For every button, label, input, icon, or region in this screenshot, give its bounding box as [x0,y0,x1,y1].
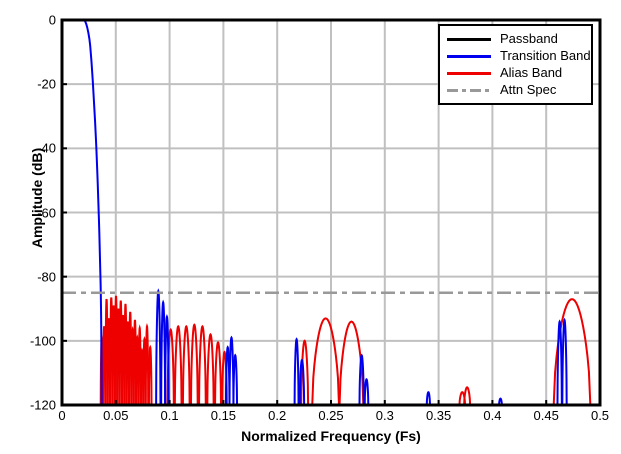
y-tick-label: -60 [37,205,56,220]
alias-band-lobe [173,324,183,406]
x-axis-label: Normalized Frequency (Fs) [241,428,421,444]
x-tick-label: 0.05 [103,408,129,423]
transition-band-lobe [556,319,563,406]
alias-band-lobe [311,317,341,406]
legend-swatch-passband [445,33,493,45]
x-tick-label: 0.2 [268,408,287,423]
transition-band-lobe [155,288,162,406]
alias-band-lobe [206,332,215,406]
axis-ticks [61,19,601,406]
transition-band-lobe [298,358,306,406]
transition-band-lobe [160,299,167,406]
transition-band-lobe [232,353,239,406]
alias-band-lobe [198,324,207,406]
transition-band-lobe [425,391,431,406]
transition-band-lobe [358,353,365,406]
legend-label-alias-band: Alias Band [500,65,563,80]
x-tick-label: 0.5 [590,408,610,423]
alias-band-lobe [214,340,222,406]
x-tick-label: 0.4 [483,408,502,423]
transition-band-rolloff [83,19,103,406]
alias-band-lobe [463,386,472,406]
x-tick-label: 0.45 [533,408,559,423]
transition-band-lobe [561,317,568,406]
legend-label-passband: Passband [500,31,558,46]
x-tick-label: 0.15 [210,408,237,423]
alias-band-lobe [144,322,150,406]
transition-band-lobe [293,337,300,406]
transition-band-lobe [363,378,370,406]
legend-label-attn-spec: Attn Spec [500,82,557,97]
y-tick-label: -20 [37,76,56,92]
alias-band-lobe [147,344,153,406]
grid-lines [62,20,600,405]
transition-band-lobe [498,397,503,406]
transition-band-lobe [228,335,235,406]
alias-band-lobe [189,323,199,406]
alias-band-lobe [181,324,191,406]
legend-swatch-attn-spec [445,84,493,96]
legend-item-passband: Passband [445,30,586,47]
legend-label-transition-band: Transition Band [500,48,591,63]
legend-item-alias-band: Alias Band [445,64,586,81]
y-tick-label: 0 [48,12,56,28]
x-tick-label: 0.1 [160,408,179,423]
transition-band-lobe [164,314,170,406]
legend-item-transition-band: Transition Band [445,47,591,64]
alias-band-lobe [137,324,142,406]
x-tick-label: 0 [58,408,66,423]
y-tick-label: -40 [37,140,56,156]
y-tick-label: -100 [29,333,56,349]
legend-swatch-alias-band [445,67,493,79]
x-tick-label: 0.35 [425,408,452,423]
x-tick-label: 0.3 [375,408,394,423]
y-tick-label: -120 [29,397,56,413]
alias-band-lobe [338,320,365,406]
y-tick-label: -80 [37,269,56,285]
legend-swatch-transition-band [445,50,493,62]
x-tick-label: 0.25 [318,408,344,423]
legend-item-attn-spec: Attn Spec [445,81,586,98]
chart-legend: Passband Transition Band Alias Band Attn… [438,24,593,105]
